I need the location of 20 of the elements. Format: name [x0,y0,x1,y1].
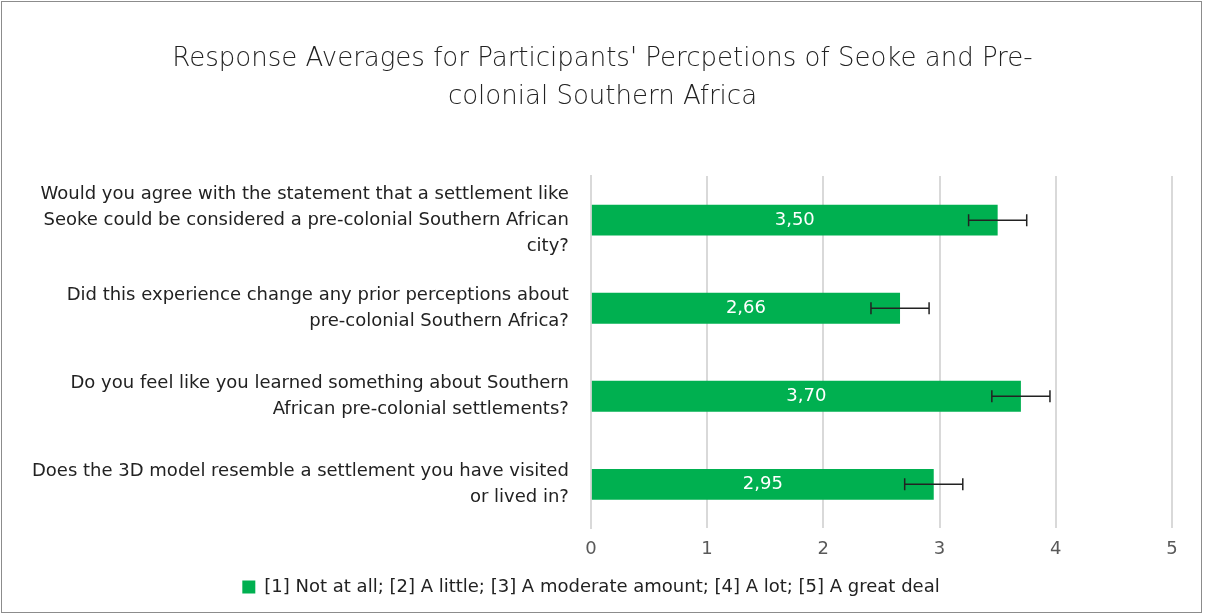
bar [591,468,934,500]
x-tick-label: 0 [585,536,597,558]
data-label: 2,66 [725,295,766,317]
data-label: 3,70 [786,383,827,405]
bar [591,380,1021,412]
y-tick-label: Would you agree with the statement that a settlement like Seoke could be considered a pre-colonial Southern African city? [40,181,569,255]
x-tick-label: 3 [933,536,946,558]
x-tick-label: 2 [817,536,830,558]
x-tick-label: 5 [1166,536,1178,558]
chart-title: Response Averages for Participants' Percpetions of Seoke and Pre-colonial Southern Africa [171,41,1034,112]
y-tick-label: Do you feel like you learned something about Southern African pre-colonial settlements? [70,370,569,419]
x-tick-label: 4 [1050,536,1062,558]
data-label: 3,50 [774,207,815,229]
x-tick-label: 1 [701,536,713,558]
data-label: 2,95 [742,472,783,494]
legend-label: [1] Not at all; [2] A little; [3] A moderate amount; [4] A lot; [5] A great deal [264,574,940,596]
bar [591,204,998,236]
y-tick-label: Did this experience change any prior perceptions about pre-colonial Southern Africa? [66,282,569,330]
y-tick-label: Does the 3D model resemble a settlement you have visited or lived in? [31,458,569,507]
bar [591,292,901,324]
